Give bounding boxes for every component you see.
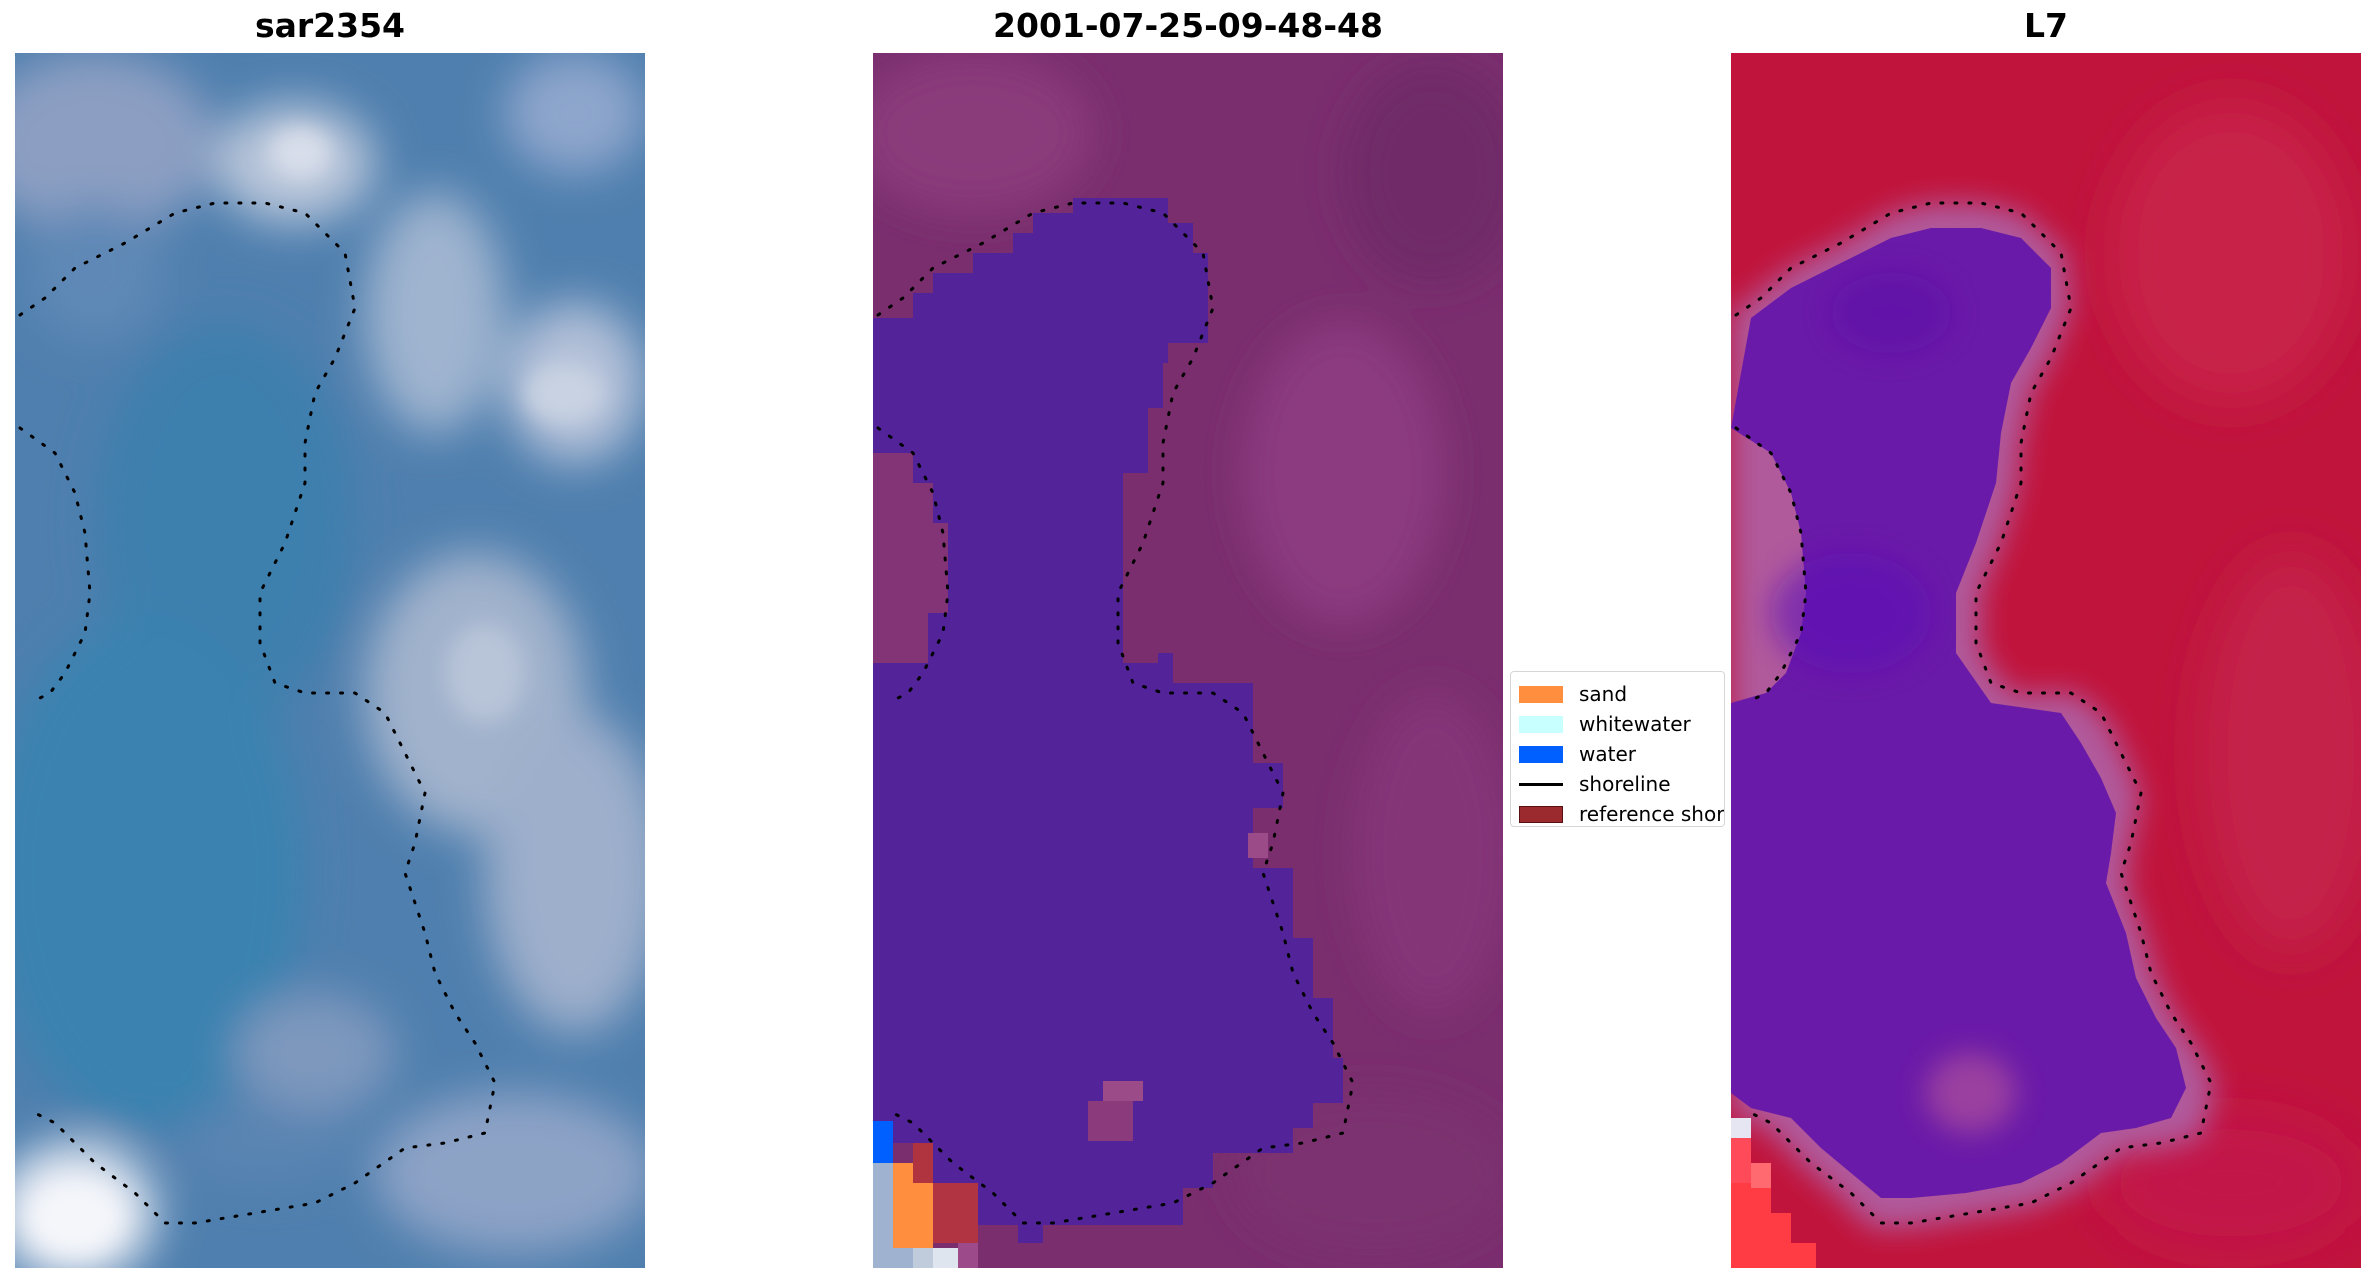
rgb-satellite-image [15, 53, 645, 1268]
legend-label-shoreline: shoreline [1579, 772, 1671, 796]
legend-item-water: water [1519, 741, 1636, 767]
classified-reference-pixels [933, 1183, 978, 1243]
legend-item-reference-shoreline: reference shoreline [1519, 801, 1724, 826]
legend-swatch-water [1519, 745, 1563, 763]
mndwi-water-region [1731, 228, 2186, 1198]
legend: sand whitewater water shoreline referenc… [1510, 671, 1725, 827]
legend-item-whitewater: whitewater [1519, 711, 1691, 737]
panel-title-mndwi: L7 [2024, 6, 2068, 45]
legend-swatch-reference-shoreline [1519, 805, 1563, 823]
legend-swatch-whitewater [1519, 715, 1563, 733]
mndwi-image-svg [1731, 53, 2361, 1268]
classified-image [873, 53, 1503, 1268]
classified-water-region [873, 198, 1343, 1243]
legend-swatch-sand [1519, 685, 1563, 703]
classified-shoreline [876, 201, 1355, 1225]
legend-label-reference-shoreline: reference shoreline [1579, 802, 1724, 826]
legend-label-whitewater: whitewater [1579, 712, 1691, 736]
legend-label-sand: sand [1579, 682, 1628, 706]
classified-sand-pixels [893, 1163, 913, 1223]
legend-item-shoreline: shoreline [1519, 771, 1671, 797]
panel-title-rgb: sar2354 [254, 6, 406, 45]
panel-title-classified: 2001-07-25-09-48-48 [993, 6, 1383, 45]
legend-line-shoreline [1519, 782, 1563, 786]
mndwi-shoreline [1734, 201, 2213, 1225]
mndwi-image [1731, 53, 2361, 1268]
classified-water-pixels [873, 1121, 893, 1163]
legend-item-sand: sand [1519, 681, 1627, 707]
rgb-image-svg [15, 53, 645, 1268]
legend-label-water: water [1579, 742, 1636, 766]
rgb-shoreline [18, 201, 497, 1225]
classified-image-svg [873, 53, 1503, 1268]
